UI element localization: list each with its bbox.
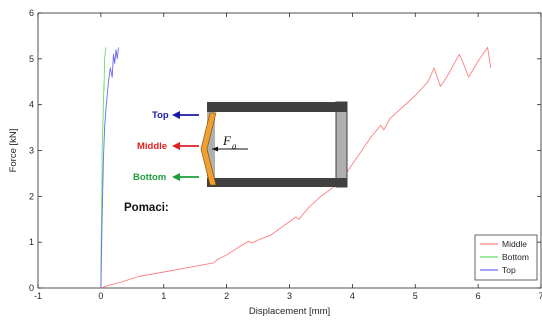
- y-tick-label: 0: [29, 283, 34, 293]
- frame-bottom-beam: [207, 178, 347, 187]
- force-subscript: a: [232, 141, 237, 151]
- direction-arrows: Top Middle Bottom: [133, 110, 199, 183]
- frame-left-post: [207, 112, 215, 178]
- x-tick-label: 0: [98, 291, 103, 301]
- middle-arrow-head: [172, 142, 180, 150]
- frame-top-beam: [207, 102, 347, 112]
- frame-right-edge: [335, 101, 348, 188]
- top-arrow-label: Top: [152, 110, 169, 121]
- legend-label-middle: Middle: [502, 239, 527, 249]
- buckled-plate: [200, 112, 217, 186]
- y-tick-label: 3: [29, 146, 34, 156]
- top-arrow-head: [172, 111, 180, 119]
- legend-label-bottom: Bottom: [502, 252, 529, 262]
- force-symbol: F: [222, 133, 232, 148]
- pomaci-label: Pomaci:: [124, 202, 169, 214]
- x-tick-label: 5: [413, 291, 418, 301]
- legend: Middle Bottom Top: [474, 234, 538, 281]
- frame-right-post: [336, 112, 347, 178]
- x-tick-label: 7: [538, 291, 542, 301]
- x-tick-label: 3: [287, 291, 292, 301]
- x-tick-label: 4: [350, 291, 355, 301]
- series-line-bottom: [100, 47, 107, 288]
- y-tick-label: 2: [29, 191, 34, 201]
- x-tick-label: 2: [224, 291, 229, 301]
- y-tick-label: 6: [29, 8, 34, 18]
- x-tick-label: 1: [161, 291, 166, 301]
- specimen-schematic: F a: [200, 101, 348, 188]
- legend-label-top: Top: [502, 265, 516, 275]
- y-tick-label: 1: [29, 237, 34, 247]
- y-tick-label: 5: [29, 54, 34, 64]
- y-tick-label: 4: [29, 100, 34, 110]
- x-tick-label: 6: [476, 291, 481, 301]
- bottom-arrow-head: [172, 173, 180, 181]
- force-arrow-head: [212, 146, 218, 152]
- x-tick-label: -1: [34, 291, 42, 301]
- x-axis-label: Displacement [mm]: [249, 306, 330, 317]
- series-line-top: [100, 47, 119, 289]
- middle-arrow-label: Middle: [137, 141, 167, 152]
- bottom-arrow-label: Bottom: [133, 172, 166, 183]
- y-axis-label: Force [kN]: [8, 129, 19, 173]
